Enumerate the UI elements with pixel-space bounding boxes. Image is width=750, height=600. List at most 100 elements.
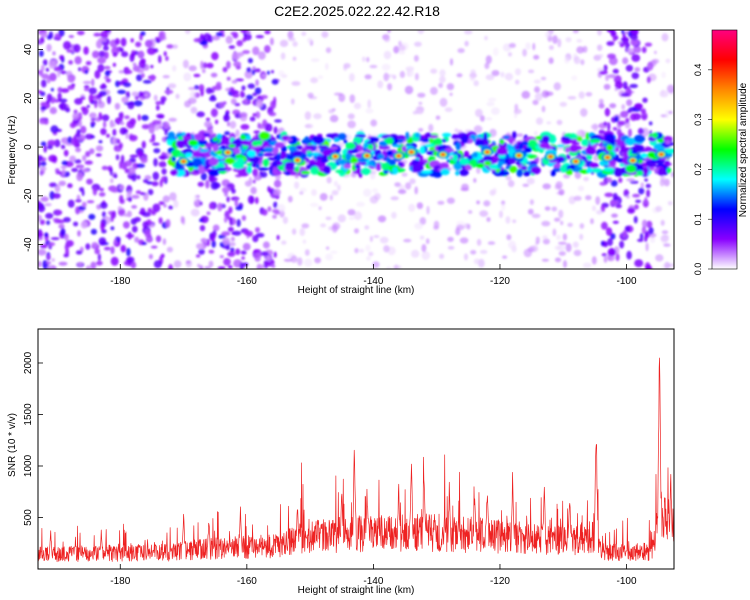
heatmap-cell <box>112 136 117 146</box>
heatmap-cell <box>260 251 269 256</box>
heatmap-cell <box>114 102 121 110</box>
heatmap-cell <box>136 74 143 82</box>
snr-y-axis: 500 1000 1500 2000 <box>23 351 43 526</box>
snr-frame <box>37 328 675 570</box>
heatmap-cell <box>85 243 91 250</box>
heatmap-cell <box>95 145 104 152</box>
heatmap-cell <box>364 225 370 230</box>
heatmap-cell <box>544 206 551 211</box>
heatmap-cell <box>142 212 151 217</box>
heatmap-cell <box>244 180 252 187</box>
heatmap-cell <box>414 73 419 81</box>
heatmap-cell <box>221 136 230 145</box>
heatmap-cell <box>154 123 159 131</box>
heatmap-cell <box>38 214 43 222</box>
heatmap-cell <box>204 142 214 148</box>
heatmap-cell <box>190 208 200 217</box>
heatmap-cell <box>212 224 220 232</box>
heatmap-cell <box>200 60 204 70</box>
heatmap-cell <box>215 32 223 37</box>
heatmap-cell <box>485 150 490 154</box>
heatmap-cell <box>273 188 281 196</box>
heatmap-cell <box>288 146 298 152</box>
heatmap-cell <box>89 148 95 155</box>
heatmap-cell <box>241 256 245 260</box>
heatmap-cell <box>172 197 177 202</box>
heatmap-cell <box>405 182 412 190</box>
heatmap-cell <box>57 92 62 101</box>
heatmap-cell <box>193 73 201 78</box>
heatmap-cell <box>205 179 210 189</box>
heatmap-cell <box>414 41 422 47</box>
heatmap-cell <box>640 153 648 159</box>
heatmap-cell <box>262 153 275 157</box>
heatmap-cell <box>121 51 129 58</box>
heatmap-cell <box>631 54 641 62</box>
heatmap-cell <box>144 39 153 48</box>
heatmap-cell <box>262 241 270 249</box>
heatmap-cell <box>456 224 465 231</box>
heatmap-cell <box>273 201 278 208</box>
heatmap-cell <box>414 186 419 195</box>
x-tick-label: -140 <box>363 276 383 287</box>
heatmap-cell <box>38 231 44 238</box>
heatmap-cell <box>567 222 573 227</box>
heatmap-cell <box>516 133 524 138</box>
heatmap-cell <box>42 59 48 66</box>
heatmap-cell <box>46 43 52 52</box>
heatmap-cell <box>618 120 626 126</box>
heatmap-cell <box>421 138 430 143</box>
heatmap-cell <box>439 97 448 107</box>
heatmap-cell <box>626 99 633 107</box>
heatmap-cell <box>97 56 106 64</box>
heatmap-cell <box>140 156 148 164</box>
heatmap-cell <box>158 201 165 206</box>
figure-title: C2E2.2025.022.22.42.R18 <box>274 3 440 19</box>
heatmap-cell <box>166 44 174 49</box>
heatmap-cell <box>476 200 480 205</box>
heatmap-cell <box>645 183 652 189</box>
heatmap-cell <box>95 153 102 157</box>
heatmap-cell <box>45 67 50 72</box>
heatmap-cell <box>513 108 522 114</box>
heatmap-cell <box>99 187 104 192</box>
heatmap-cell <box>204 266 211 269</box>
heatmap-cell <box>508 158 516 165</box>
heatmap-cell <box>598 98 604 105</box>
heatmap-cell <box>157 115 164 119</box>
heatmap-cell <box>220 145 227 150</box>
heatmap-cell <box>335 169 344 174</box>
heatmap-cell <box>463 253 469 261</box>
heatmap-cell <box>92 186 98 196</box>
heatmap-cell <box>67 199 75 208</box>
heatmap-cell <box>48 31 54 39</box>
heatmap-cell <box>273 179 282 188</box>
heatmap-cell <box>583 176 589 182</box>
heatmap-cell <box>241 85 246 91</box>
heatmap-cell <box>267 186 271 193</box>
heatmap-cell <box>497 160 503 169</box>
heatmap-cell <box>137 149 143 157</box>
heatmap-cell <box>311 189 317 196</box>
heatmap-cell <box>74 159 82 164</box>
heatmap-cell <box>393 45 400 54</box>
heatmap-cell <box>598 103 605 109</box>
heatmap-cell <box>97 64 105 73</box>
heatmap-cell <box>92 50 100 59</box>
heatmap-cell <box>69 122 76 129</box>
heatmap-cell <box>128 196 132 203</box>
heatmap-cell <box>437 200 445 205</box>
heatmap-cell <box>188 86 197 91</box>
heatmap-cell <box>663 178 670 187</box>
heatmap-cell <box>405 131 410 140</box>
heatmap-cell <box>564 56 570 64</box>
heatmap-cell <box>573 56 581 65</box>
heatmap-cell <box>577 185 585 192</box>
heatmap-cell <box>439 162 449 169</box>
heatmap-cell <box>69 155 76 162</box>
heatmap-cell <box>90 124 95 128</box>
heatmap-cell <box>211 240 216 248</box>
heatmap-cell <box>484 160 492 166</box>
heatmap-cell <box>185 133 192 138</box>
heatmap-cell <box>541 220 551 227</box>
